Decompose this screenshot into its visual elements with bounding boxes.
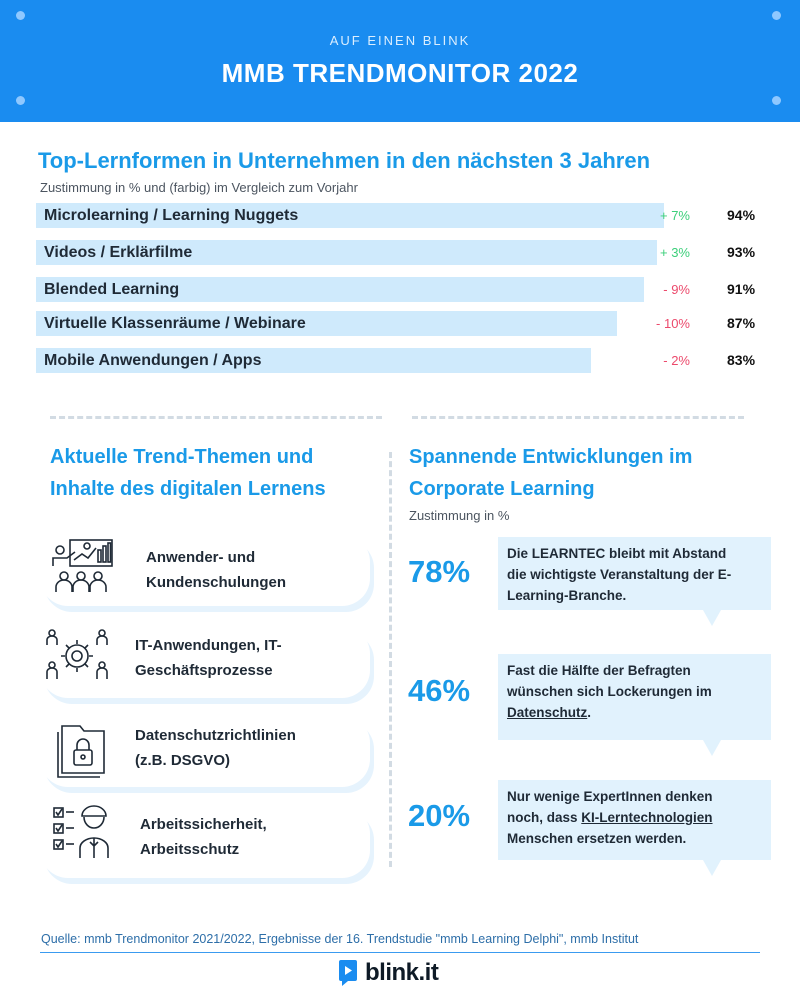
bar-value-label: 83% [727, 352, 756, 368]
bar-label: Mobile Anwendungen / Apps [44, 352, 262, 369]
developments-title-line2: Corporate Learning [409, 478, 595, 500]
bar-change-label: + 7% [660, 208, 690, 223]
bar-change-label: - 10% [656, 316, 690, 331]
bar [36, 240, 657, 265]
topic-card [40, 534, 370, 606]
bar-label: Microlearning / Learning Nuggets [44, 207, 299, 224]
chart-title: Top-Lernformen in Unternehmen in den näc… [38, 148, 651, 173]
gear-people-icon [46, 629, 108, 679]
chart-subtitle: Zustimmung in % und (farbig) im Vergleic… [40, 180, 358, 195]
corner-dot [16, 11, 25, 20]
bar-label: Virtuelle Klassenräume / Webinare [44, 315, 306, 332]
brand-logo-text: blink.it [365, 959, 439, 986]
column-divider [389, 452, 392, 867]
bar [36, 203, 664, 228]
section-divider-left [50, 416, 382, 419]
bar [36, 277, 644, 302]
page-title: MMB TRENDMONITOR 2022 [221, 58, 579, 88]
bar-change-label: + 3% [660, 245, 690, 260]
speech-bubble: Nur wenige ExpertInnen denken noch, dass… [498, 780, 771, 876]
developments-title: Spannende Entwicklungen im Corporate Lea… [409, 441, 692, 505]
ki-lerntechnologien-link[interactable]: KI-Lerntechnologien [581, 810, 713, 825]
bar-change-label: - 2% [663, 353, 690, 368]
topic-label: Anwender- und Kundenschulungen [146, 549, 286, 591]
percentage-value: 78% [408, 554, 471, 589]
bar-value-label: 94% [727, 207, 756, 223]
topic-label: Arbeitssicherheit, Arbeitsschutz [140, 816, 267, 858]
bar-label: Blended Learning [44, 281, 180, 298]
presentation-audience-icon [52, 539, 113, 592]
trend-topics-title: Aktuelle Trend-Themen und Inhalte des di… [50, 441, 326, 505]
topic-card [40, 806, 370, 878]
bar-label: Videos / Erklärfilme [44, 244, 193, 261]
bar-change-label: - 9% [663, 282, 690, 297]
bar-value-label: 93% [727, 244, 756, 260]
speech-bubble: Die LEARNTEC bleibt mit Abstand die wich… [498, 537, 771, 626]
bubble-text: Die LEARNTEC bleibt mit Abstand die wich… [507, 546, 732, 603]
topic-card [40, 626, 370, 698]
topic-card [40, 715, 370, 787]
bar-value-label: 91% [727, 281, 756, 297]
section-divider-right [412, 416, 744, 419]
corner-dot [16, 96, 25, 105]
bar-value-label: 87% [727, 315, 756, 331]
bubble-text: Nur wenige ExpertInnen denken noch, dass… [507, 789, 713, 846]
bar [36, 348, 591, 373]
topic-label: Datenschutzrichtlinien (z.B. DSGVO) [135, 727, 296, 769]
bubble-text: Fast die Hälfte der Befragten wünschen s… [507, 663, 712, 720]
bar [36, 311, 617, 336]
datenschutz-link[interactable]: Datenschutz [507, 705, 588, 720]
speech-bubble: Fast die Hälfte der Befragten wünschen s… [498, 654, 771, 756]
play-icon [339, 960, 357, 986]
topic-label: IT-Anwendungen, IT- Geschäftsprozesse [135, 637, 282, 679]
checklist-worker-icon [53, 805, 109, 858]
trend-topics-title-line2: Inhalte des digitalen Lernens [50, 478, 326, 500]
percentage-value: 20% [408, 798, 471, 833]
footer-rule [40, 952, 760, 953]
developments-title-line1: Spannende Entwicklungen im [409, 446, 693, 468]
percentage-value: 46% [408, 673, 471, 708]
header-banner: AUF EINEN BLINK MMB TRENDMONITOR 2022 [0, 0, 800, 122]
brand-logo[interactable]: blink.it [339, 958, 439, 988]
header-kicker: AUF EINEN BLINK [329, 33, 471, 48]
source-note: Quelle: mmb Trendmonitor 2021/2022, Erge… [41, 932, 639, 946]
developments-subtitle: Zustimmung in % [409, 508, 510, 523]
corner-dot [772, 11, 781, 20]
corner-dot [772, 96, 781, 105]
trend-topics-title-line1: Aktuelle Trend-Themen und [50, 446, 314, 468]
lock-folder-icon [57, 725, 105, 778]
